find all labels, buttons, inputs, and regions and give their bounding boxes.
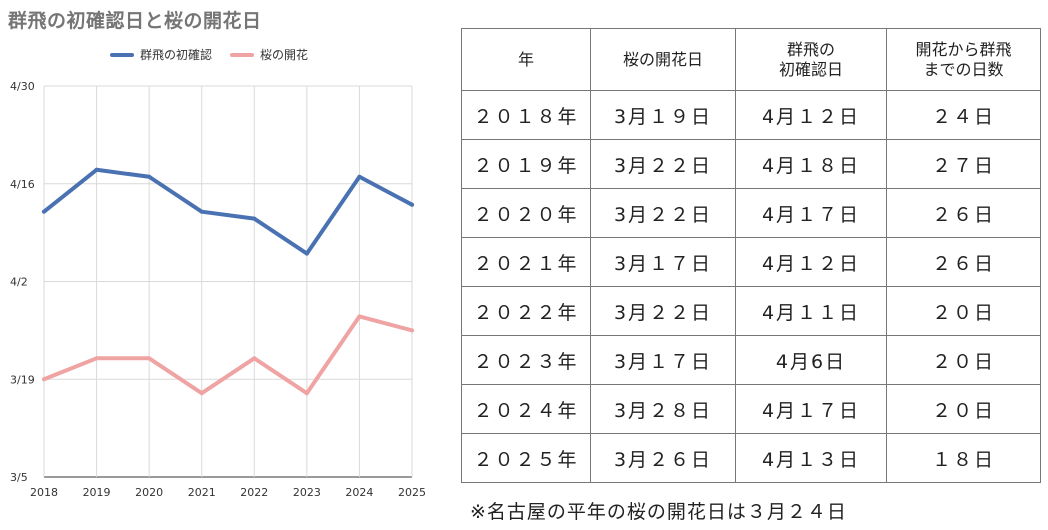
bloom-date-cell: 3月２２日 <box>590 188 736 238</box>
legend-label-bloom: 桜の開花 <box>260 48 309 62</box>
bloom-date-cell: 3月２６日 <box>590 433 736 483</box>
first-swarm-cell: 4月１３日 <box>735 433 887 483</box>
year-cell: ２０２４年 <box>461 384 591 434</box>
x-tick-label: 2020 <box>135 486 163 499</box>
days-between-cell: ２０日 <box>886 286 1041 336</box>
data-point-bloom <box>304 391 309 396</box>
data-table-container: 年 桜の開花日 群飛の 初確認日 開花から群飛 までの日数 ２０１８年 3月１９日… <box>461 28 1041 483</box>
series-line-bloom <box>42 314 414 396</box>
x-tick-label: 2018 <box>30 486 58 499</box>
days-between-cell: ２７日 <box>886 139 1041 189</box>
days-between-cell: ２４日 <box>886 90 1041 140</box>
chart-legend: 群飛の初確認 桜の開花 <box>110 46 308 63</box>
bloom-date-cell: 3月１９日 <box>590 90 736 140</box>
data-point-swarm <box>42 209 46 214</box>
legend-swatch-swarm <box>110 52 134 57</box>
year-cell: ２０１９年 <box>461 139 591 189</box>
days-between-cell: ２６日 <box>886 237 1041 287</box>
data-point-swarm <box>199 209 204 214</box>
data-table: 年 桜の開花日 群飛の 初確認日 開花から群飛 までの日数 ２０１８年 3月１９日… <box>461 28 1041 483</box>
data-point-bloom <box>357 314 362 319</box>
data-point-bloom <box>199 391 204 396</box>
bloom-date-cell: 3月２８日 <box>590 384 736 434</box>
y-tick-label: 4/30 <box>10 80 35 93</box>
first-swarm-cell: 4月１１日 <box>735 286 887 336</box>
x-tick-label: 2025 <box>398 486 426 499</box>
data-point-bloom <box>252 356 257 361</box>
table-row: ２０２０年 3月２２日 4月１７日 ２６日 <box>461 188 1041 238</box>
bloom-date-cell: 3月１７日 <box>590 335 736 385</box>
data-point-swarm <box>94 167 99 172</box>
days-between-cell: ２６日 <box>886 188 1041 238</box>
first-swarm-cell: 4月6日 <box>735 335 887 385</box>
table-row: ２０１９年 3月２２日 4月１８日 ２７日 <box>461 139 1041 189</box>
year-cell: ２０１８年 <box>461 90 591 140</box>
series-line-swarm <box>42 167 414 256</box>
data-point-swarm <box>410 202 414 207</box>
y-tick-label: 3/19 <box>10 373 35 386</box>
first-swarm-cell: 4月１７日 <box>735 188 887 238</box>
chart-title: 群飛の初確認日と桜の開花日 <box>8 10 262 32</box>
y-tick-label: 3/5 <box>10 471 28 484</box>
header-days-between: 開花から群飛 までの日数 <box>886 28 1041 91</box>
header-first-swarm-date: 群飛の 初確認日 <box>735 28 887 91</box>
year-cell: ２０２５年 <box>461 433 591 483</box>
table-body: ２０１８年 3月１９日 4月１２日 ２４日 ２０１９年 3月２２日 4月１８日 ２７日 ２０２０… <box>461 90 1041 483</box>
table-row: ２０２３年 3月１７日 4月6日 ２０日 <box>461 335 1041 385</box>
year-cell: ２０２１年 <box>461 237 591 287</box>
y-tick-label: 4/2 <box>10 276 28 289</box>
first-swarm-cell: 4月１７日 <box>735 384 887 434</box>
table-row: ２０２２年 3月２２日 4月１１日 ２０日 <box>461 286 1041 336</box>
bloom-date-cell: 3月１７日 <box>590 237 736 287</box>
header-year: 年 <box>461 28 591 91</box>
legend-swatch-bloom <box>230 52 255 57</box>
year-cell: ２０２０年 <box>461 188 591 238</box>
data-point-swarm <box>357 174 362 179</box>
days-between-cell: ２０日 <box>886 384 1041 434</box>
table-header-row: 年 桜の開花日 群飛の 初確認日 開花から群飛 までの日数 <box>461 28 1041 91</box>
header-bloom-date: 桜の開花日 <box>590 28 736 91</box>
data-point-swarm <box>252 216 257 221</box>
legend-item-bloom: 桜の開花 <box>230 46 308 63</box>
data-point-bloom <box>147 356 152 361</box>
y-tick-label: 4/16 <box>10 178 35 191</box>
data-point-bloom <box>94 356 99 361</box>
x-tick-label: 2023 <box>293 486 321 499</box>
year-cell: ２０２２年 <box>461 286 591 336</box>
bloom-date-cell: 3月２２日 <box>590 139 736 189</box>
x-tick-label: 2024 <box>345 486 373 499</box>
days-between-cell: ２０日 <box>886 335 1041 385</box>
x-tick-label: 2022 <box>240 486 268 499</box>
legend-item-swarm: 群飛の初確認 <box>110 46 212 63</box>
first-swarm-cell: 4月１８日 <box>735 139 887 189</box>
line-chart: 3/5 3/19 4/2 4/16 4/30 2018 2019 2020 2021 2022 20… <box>10 80 426 499</box>
x-tick-label: 2019 <box>83 486 111 499</box>
bloom-date-cell: 3月２２日 <box>590 286 736 336</box>
year-cell: ２０２３年 <box>461 335 591 385</box>
first-swarm-cell: 4月１２日 <box>735 90 887 140</box>
table-row: ２０２５年 3月２６日 4月１３日 １８日 <box>461 433 1041 483</box>
footnote: ※名古屋の平年の桜の開花日は３月２４日 <box>470 501 847 523</box>
data-point-bloom <box>42 377 46 382</box>
data-point-bloom <box>410 328 414 333</box>
legend-label-swarm: 群飛の初確認 <box>140 48 213 62</box>
table-row: ２０２１年 3月１７日 4月１２日 ２６日 <box>461 237 1041 287</box>
x-tick-label: 2021 <box>188 486 216 499</box>
table-row: ２０２４年 3月２８日 4月１７日 ２０日 <box>461 384 1041 434</box>
first-swarm-cell: 4月１２日 <box>735 237 887 287</box>
data-point-swarm <box>147 174 152 179</box>
days-between-cell: １８日 <box>886 433 1041 483</box>
data-point-swarm <box>304 251 309 256</box>
table-row: ２０１８年 3月１９日 4月１２日 ２４日 <box>461 90 1041 140</box>
